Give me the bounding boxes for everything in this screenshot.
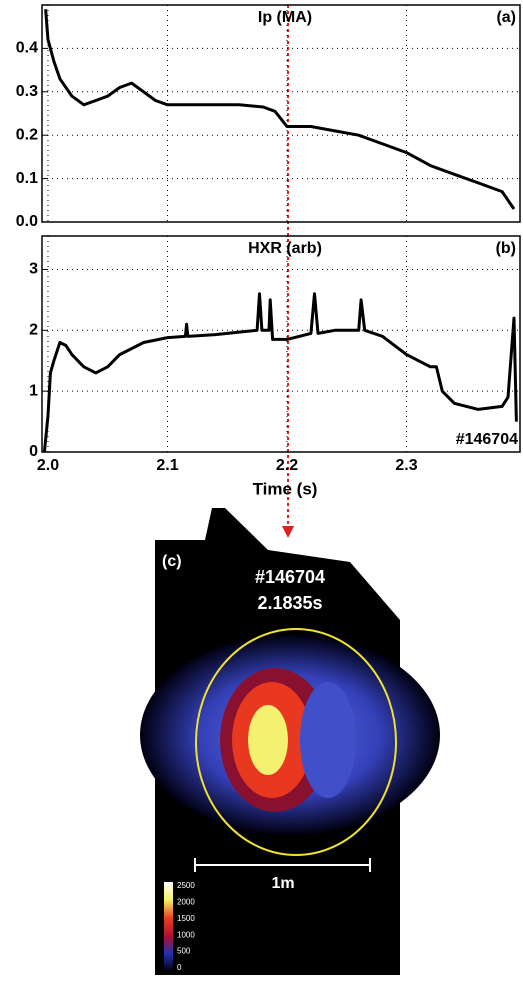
panel-title: HXR (arb) — [248, 240, 322, 257]
colorbar-label: 500 — [177, 947, 191, 956]
x-tick-label: 2.2 — [276, 457, 298, 474]
time-label: 2.1835s — [257, 593, 322, 613]
y-tick-label: 3 — [29, 261, 38, 278]
panel-label: (b) — [496, 240, 516, 257]
plot-frame — [41, 235, 521, 453]
colorbar-label: 2000 — [177, 898, 195, 907]
y-tick-label: 0.3 — [16, 83, 38, 100]
data-line — [42, 292, 518, 453]
colorbar-label: 1000 — [177, 930, 195, 939]
camera-image: 1m (c) #146704 2.1835s 2500 2000 1500 1000 5… — [140, 508, 440, 975]
y-tick-label: 0.1 — [16, 170, 38, 187]
glow-core — [248, 705, 288, 775]
panel-label: (c) — [162, 553, 182, 570]
glow-cut — [300, 682, 356, 798]
colorbar — [164, 882, 173, 972]
colorbar-label: 1500 — [177, 914, 195, 923]
panel-label: (a) — [496, 9, 516, 26]
x-tick-label: 2.1 — [156, 457, 178, 474]
shot-label: #146704 — [255, 567, 325, 587]
y-tick-label: 0.0 — [16, 213, 38, 230]
colorbar-label: 0 — [177, 963, 182, 972]
boundary — [195, 628, 397, 856]
y-tick-label: 0.4 — [16, 40, 38, 57]
scale-label: 1m — [271, 875, 294, 892]
y-tick-label: 1 — [29, 382, 38, 399]
x-axis-label: Time (s) — [253, 479, 318, 498]
data-line — [44, 9, 516, 210]
x-tick-label: 2.0 — [37, 457, 59, 474]
time-marker-arrow — [282, 526, 294, 538]
y-tick-label: 0 — [29, 443, 38, 460]
y-tick-label: 2 — [29, 322, 38, 339]
annotation: #146704 — [456, 431, 518, 448]
colorbar-label: 2500 — [177, 881, 195, 890]
x-tick-label: 2.3 — [395, 457, 417, 474]
plot-frame — [41, 4, 521, 223]
panel-title: Ip (MA) — [258, 9, 312, 26]
y-tick-label: 0.2 — [16, 126, 38, 143]
